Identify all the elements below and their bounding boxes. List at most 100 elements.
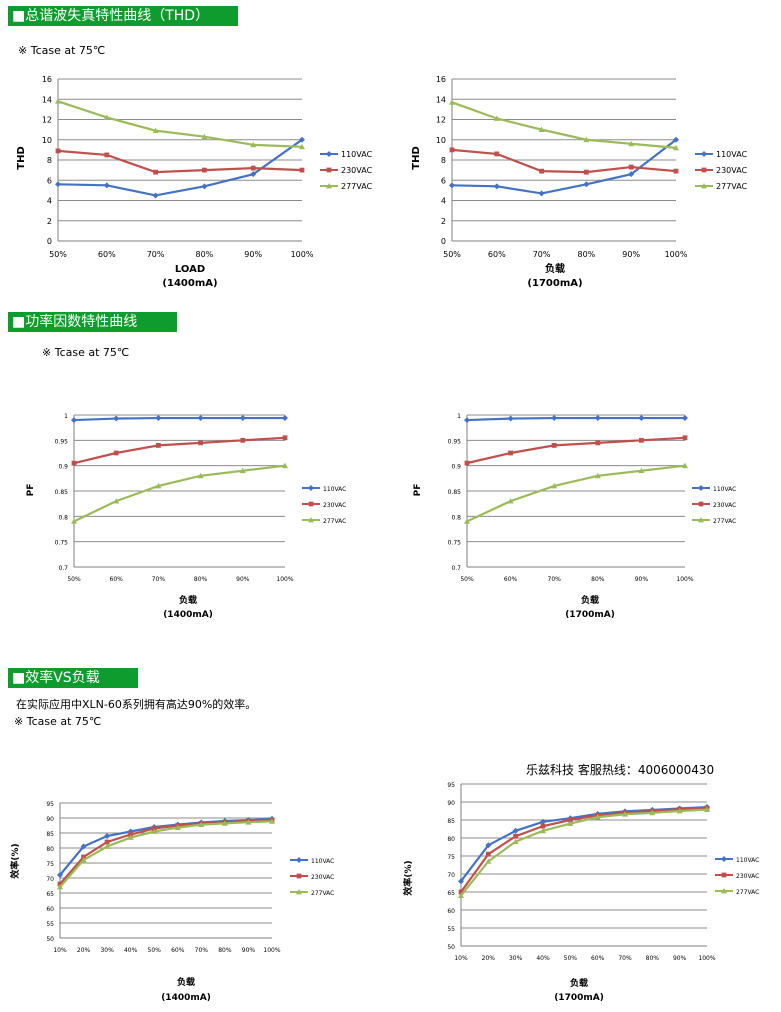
y-tick-label: 60 xyxy=(447,908,455,915)
data-point xyxy=(464,417,470,424)
y-tick-label: 80 xyxy=(447,836,455,843)
x-axis-label: LOAD xyxy=(175,264,205,275)
legend-marker xyxy=(701,151,707,157)
legend-marker xyxy=(326,151,332,157)
data-point xyxy=(299,136,305,143)
legend-marker xyxy=(721,888,727,894)
legend-marker xyxy=(701,183,707,189)
x-tick-label: 60% xyxy=(110,576,124,583)
legend-marker xyxy=(698,501,704,507)
x-axis-sublabel: (1700mA) xyxy=(527,278,582,289)
data-point xyxy=(673,144,679,151)
y-tick-label: 14 xyxy=(436,95,446,104)
data-point xyxy=(567,817,573,823)
data-point xyxy=(104,839,110,845)
x-tick-label: 20% xyxy=(77,947,91,954)
legend-marker xyxy=(308,501,314,507)
eff-1700-chart: 50 55 60 65 70 75 80 85 90 95 10% 20% 30% 40% 50% 60% 70… xyxy=(402,782,759,1003)
series-line-230VAC xyxy=(73,436,286,465)
data-point xyxy=(104,833,111,839)
x-tick-label: 100% xyxy=(276,576,293,583)
x-tick-label: 60% xyxy=(98,250,116,259)
data-point xyxy=(594,814,601,820)
series-line-110VAC xyxy=(466,416,685,422)
data-point xyxy=(80,857,87,863)
x-axis-sublabel: (1400mA) xyxy=(161,993,211,1003)
series-line-110VAC xyxy=(451,138,677,195)
data-point xyxy=(282,415,288,422)
data-point xyxy=(201,133,208,140)
legend-label: 277VAC xyxy=(311,890,334,897)
data-point xyxy=(512,838,519,844)
legend-marker xyxy=(721,856,727,862)
legend-label: 230VAC xyxy=(323,502,346,509)
data-point xyxy=(538,190,545,197)
x-tick-label: 30% xyxy=(100,947,114,954)
y-tick-label: 0.85 xyxy=(55,489,69,496)
y-axis-label: PF xyxy=(26,484,36,497)
legend-label: 110VAC xyxy=(323,486,346,493)
data-point xyxy=(485,842,492,849)
x-tick-label: 70% xyxy=(147,250,165,259)
data-point xyxy=(507,498,514,504)
data-point xyxy=(245,819,252,825)
legend-marker xyxy=(296,857,302,863)
y-tick-label: 85 xyxy=(46,831,54,838)
data-point xyxy=(104,152,110,158)
data-point xyxy=(71,417,77,424)
legend-marker xyxy=(326,167,332,173)
x-tick-label: 80% xyxy=(194,576,208,583)
data-point xyxy=(198,821,205,827)
data-point xyxy=(583,181,590,188)
legend-marker xyxy=(308,485,314,491)
series-line-230VAC xyxy=(466,436,686,465)
x-tick-label: 50% xyxy=(460,576,474,583)
data-point xyxy=(649,809,656,816)
x-tick-label: 60% xyxy=(504,576,518,583)
data-point xyxy=(152,127,159,134)
y-tick-label: 0 xyxy=(47,237,52,246)
thd-tcase-note: ※ Tcase at 75℃ xyxy=(18,44,106,57)
data-point xyxy=(512,827,519,834)
data-point xyxy=(682,415,688,422)
legend-label: 230VAC xyxy=(311,874,334,881)
data-point xyxy=(638,415,645,422)
y-tick-label: 0.75 xyxy=(55,540,69,547)
data-point xyxy=(628,164,634,170)
data-point xyxy=(239,415,246,422)
data-point xyxy=(485,858,492,864)
y-axis-label: 效率(%) xyxy=(9,843,21,878)
x-tick-label: 90% xyxy=(673,955,687,962)
eff-description: 在实际应用中XLN-60系列拥有高达90%的效率。 xyxy=(16,698,257,711)
y-tick-label: 70 xyxy=(447,872,455,879)
y-axis-label: THD xyxy=(411,146,422,170)
legend-marker xyxy=(721,872,727,878)
data-point xyxy=(57,872,63,878)
data-point xyxy=(458,878,464,885)
y-tick-label: 4 xyxy=(47,197,52,206)
y-tick-label: 75 xyxy=(447,854,455,861)
y-tick-label: 10 xyxy=(436,136,446,145)
data-point xyxy=(673,136,679,143)
data-point xyxy=(595,440,601,446)
legend-label: 230VAC xyxy=(736,873,759,880)
y-tick-label: 14 xyxy=(42,95,52,104)
data-point xyxy=(639,437,644,443)
data-point xyxy=(594,472,601,479)
customer-service-hotline: 乐兹科技 客服热线：4006000430 xyxy=(526,763,715,777)
data-point xyxy=(299,143,305,150)
eff-section-header: ■效率VS负载 xyxy=(8,668,138,688)
data-point xyxy=(583,136,590,143)
data-point xyxy=(128,832,134,837)
y-tick-label: 1 xyxy=(457,413,461,420)
data-point xyxy=(682,435,688,441)
pf-1400-chart: 0.7 0.75 0.8 0.85 0.9 0.95 1 50% 60% 70% 80% 90% 100… xyxy=(26,413,346,620)
legend-label: 230VAC xyxy=(713,502,736,509)
x-axis-sublabel: (1400mA) xyxy=(162,278,217,289)
series-line-277VAC xyxy=(73,464,286,523)
y-tick-label: 0.9 xyxy=(58,464,68,471)
data-point xyxy=(55,181,61,188)
x-tick-label: 100% xyxy=(291,250,314,259)
series-line-230VAC xyxy=(451,148,677,174)
data-point xyxy=(299,167,305,173)
